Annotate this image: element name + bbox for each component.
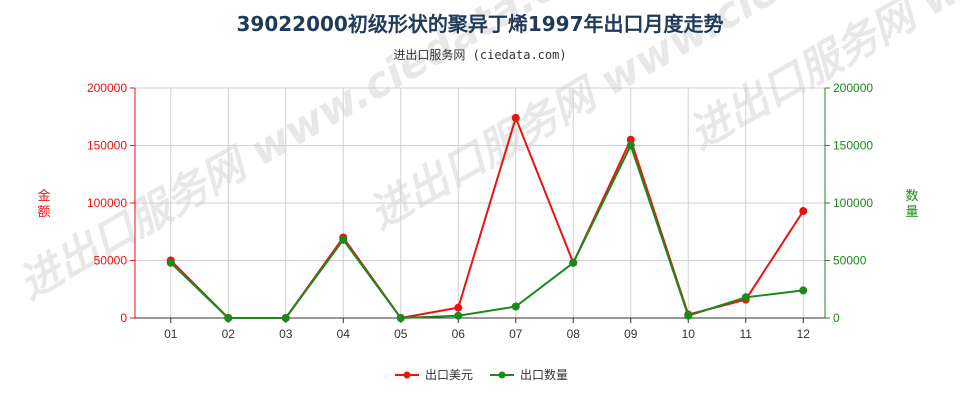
- series-1-point: [511, 302, 520, 311]
- series-0-point: [511, 113, 520, 122]
- x-tick-label: 06: [452, 327, 466, 341]
- series-1-point: [281, 314, 290, 322]
- chart-subtitle: 进出口服务网 (ciedata.com): [393, 48, 567, 62]
- legend-label-0: 出口美元: [425, 368, 473, 382]
- series-1-point: [166, 258, 175, 267]
- series-1-point: [684, 311, 693, 320]
- series: [166, 113, 808, 322]
- legend-label-1: 出口数量: [520, 367, 568, 382]
- legend-marker-1: [498, 371, 506, 379]
- series-0-point: [799, 207, 808, 216]
- series-1-point: [339, 235, 348, 244]
- y-tick-label-right: 150000: [833, 139, 873, 153]
- x-tick-label: 05: [394, 327, 408, 341]
- y-tick-label-right: 100000: [833, 196, 873, 210]
- x-tick-label: 01: [164, 327, 178, 341]
- y-tick-label-right: 50000: [833, 254, 867, 268]
- grid: [135, 87, 825, 319]
- x-tick-label: 12: [797, 327, 811, 341]
- x-tick-label: 03: [279, 327, 293, 341]
- legend-marker-0: [403, 371, 411, 379]
- series-1-point: [569, 258, 578, 267]
- series-1-point: [626, 141, 635, 150]
- y-tick-label-left: 200000: [87, 81, 127, 95]
- y-tick-label-right: 0: [833, 311, 840, 325]
- series-1-point: [741, 293, 750, 302]
- y-axis-title-right: 数量: [905, 189, 918, 220]
- series-line-1: [170, 142, 804, 320]
- series-0-point: [454, 303, 463, 312]
- y-tick-label-right: 200000: [833, 81, 873, 95]
- x-tick-label: 11: [740, 327, 753, 341]
- y-tick-label-left: 100000: [87, 196, 127, 210]
- x-tick-label: 09: [624, 327, 638, 341]
- x-tick-label: 08: [567, 327, 581, 341]
- y-tick-label-left: 0: [120, 311, 127, 325]
- chart-title: 39022000初级形状的聚异丁烯1997年出口月度走势: [236, 12, 724, 36]
- series-1-point: [454, 311, 463, 320]
- series-1-point: [799, 286, 808, 295]
- series-1-point: [396, 314, 405, 322]
- axes: 0 0 50000 50000 100000 100000 150000 150000 2000…: [37, 81, 918, 341]
- legend: 出口美元 出口数量: [395, 367, 568, 382]
- y-axis-title-left: 金额: [37, 188, 50, 220]
- x-tick-label: 02: [222, 327, 236, 341]
- y-tick-label-left: 150000: [87, 139, 127, 153]
- series-0-point: [626, 135, 635, 144]
- x-tick-label: 04: [337, 327, 351, 341]
- y-tick-label-left: 50000: [94, 254, 128, 268]
- x-tick-label: 10: [682, 327, 696, 341]
- series-1-point: [224, 314, 233, 322]
- x-tick-label: 07: [509, 327, 523, 341]
